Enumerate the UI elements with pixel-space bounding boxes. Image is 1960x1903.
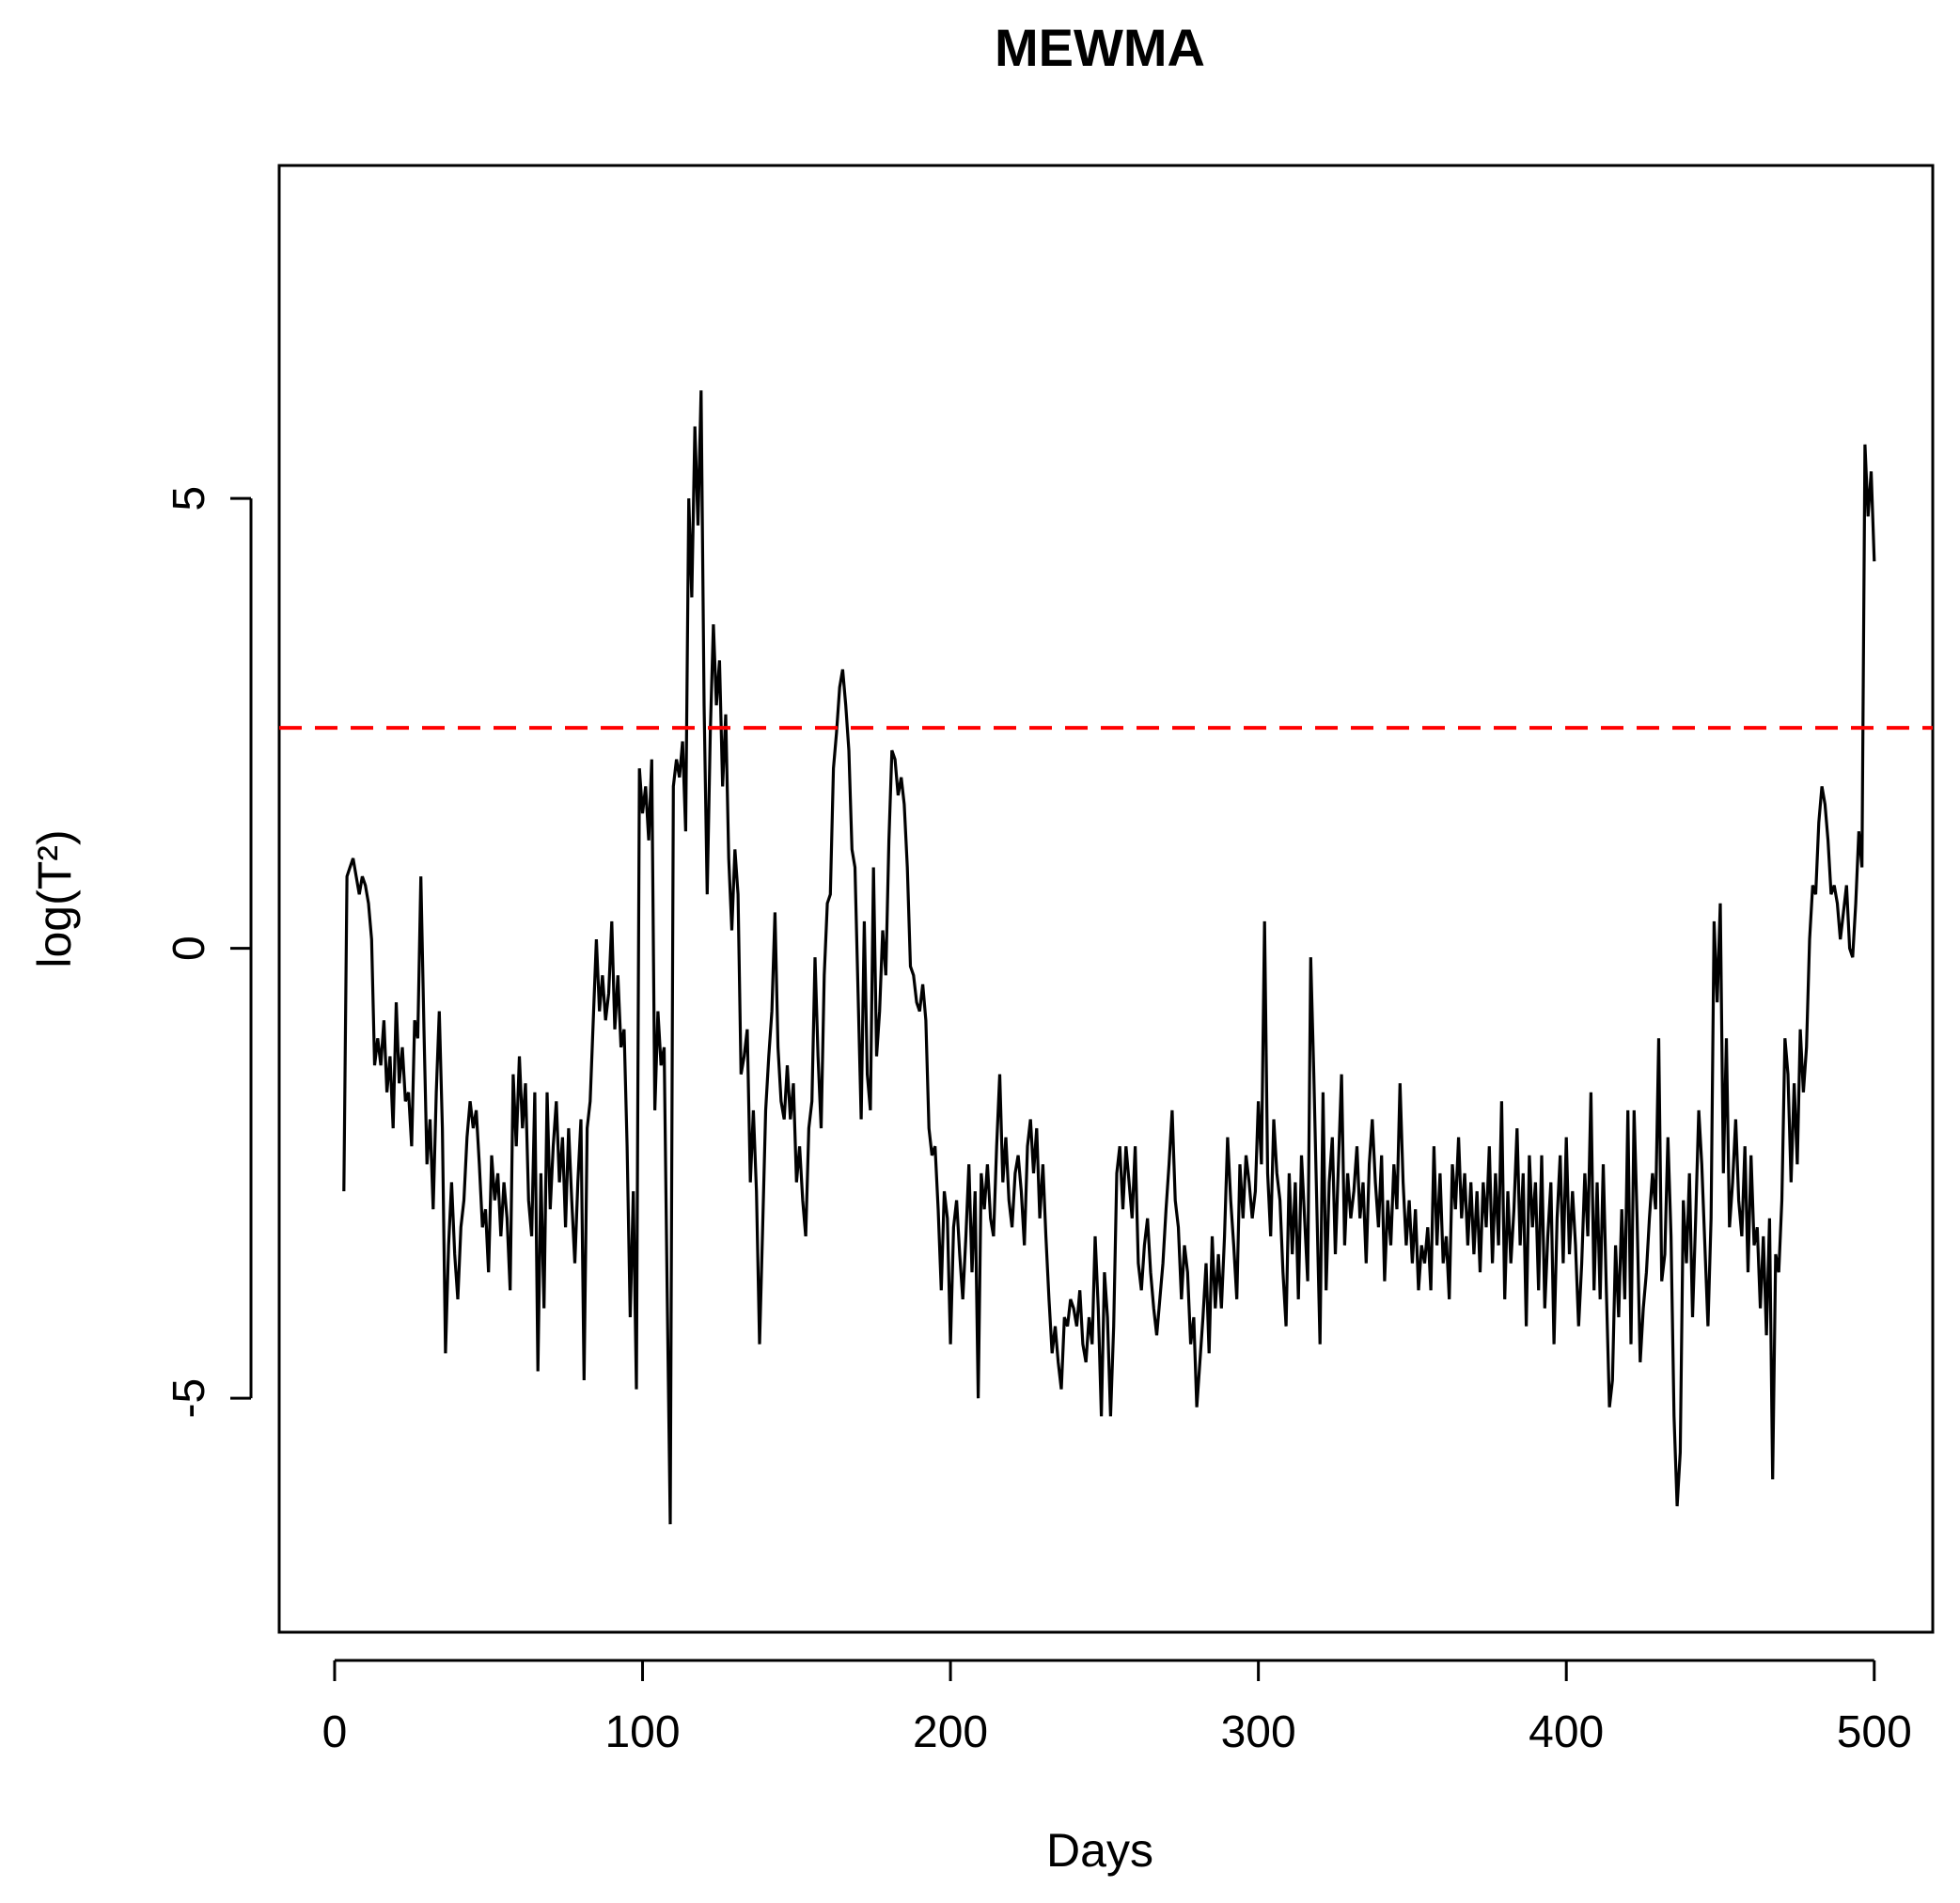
x-tick-label: 0 [322,1707,348,1757]
y-tick-label: 0 [165,936,214,961]
y-tick-label: -5 [165,1378,214,1419]
x-tick-label: 400 [1529,1707,1604,1757]
chart-title: MEWMA [995,18,1205,77]
x-axis: 0 100 200 300 400 500 [322,1659,1912,1757]
y-axis-label: log(T²) [28,829,81,967]
y-tick-label: 5 [165,486,214,511]
x-tick-label: 100 [604,1707,680,1757]
series-layer [342,390,1876,1525]
series-line [342,390,1876,1525]
y-axis: -5 0 5 [165,486,253,1419]
x-tick-label: 500 [1837,1707,1912,1757]
x-axis-label: Days [1046,1824,1153,1877]
x-tick-label: 200 [913,1707,988,1757]
plot-frame [277,164,1935,1634]
x-tick-label: 300 [1221,1707,1296,1757]
